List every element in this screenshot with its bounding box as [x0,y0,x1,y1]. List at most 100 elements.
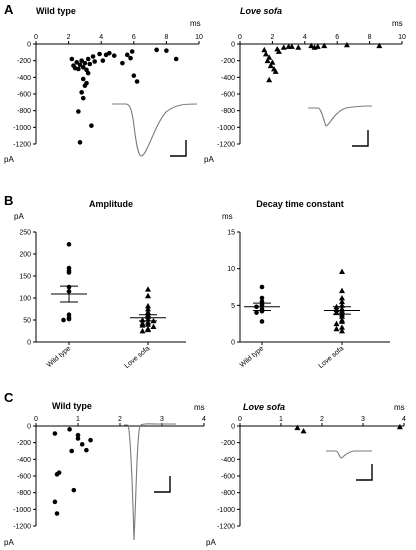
A-ls-example-trace [308,105,373,127]
A-wt-point [128,55,133,61]
C-ls-point [396,423,403,430]
A-ls-point [288,43,295,49]
A-ls-point [262,51,269,57]
C-wt-point [88,437,93,443]
C-wt-ytick-label: 0 [27,424,31,431]
A-wt-point [134,79,140,84]
B-decay-point [259,284,265,290]
A-wt-xtick-label: 0 [34,34,38,41]
C-wt-point [52,499,58,505]
A-ls-xtick-label: 2 [270,34,274,41]
A-wt-point [120,60,125,66]
A-wt-point [89,123,94,128]
C-wt-xlabel: ms [194,403,205,412]
C-wt-ytick-label: -1000 [13,507,31,514]
A-wt-xtick-label: 2 [67,34,71,41]
B-decay-point [339,298,345,305]
C-wt-ylabel: pA [4,538,14,547]
A-wt-point [84,80,89,86]
A-ls-ytick-label: -600 [221,92,235,99]
A-wt-xtick-label: 6 [132,34,136,41]
C-ls-ytick-label: -600 [221,474,235,481]
C-wt-scale-bar [154,476,171,493]
A-wt-point [173,56,179,62]
A-ls-xtick-label: 4 [303,34,307,41]
A-ls-ytick-label: -200 [221,58,235,65]
B-decay-point [339,313,345,319]
A-wt-point [76,109,81,114]
A-wt-point [80,95,86,101]
A-wt-point [124,52,130,58]
B-amp-ytick-label: 150 [19,274,31,281]
C-wt-point [75,432,81,438]
A-wt-title: Wild type [36,6,76,16]
A-wt-scale-bar [170,140,187,157]
C-wt-xtick-label: 2 [118,416,122,423]
A-wt-point [82,60,88,66]
A-ls-xtick-label: 6 [335,34,339,41]
A-wt-point [76,66,81,72]
C-wt-xtick-label: 4 [202,416,206,423]
A-wt-point [100,58,106,63]
B-decay-ytick-label: 5 [231,303,235,310]
C-ls-title: Love sofa [243,402,285,412]
A-ls-ytick-label: -400 [221,75,235,82]
C-wt-xtick-label: 3 [160,416,164,423]
A-ls-point [376,42,383,49]
C-ls-ytick-label: -200 [221,440,235,447]
A-ls-scale-bar [352,130,369,147]
A-wt-ytick-label: 0 [27,42,31,49]
A-ls-ytick-label: 0 [231,42,235,49]
A-wt-ytick-label: -600 [17,92,31,99]
C-wt-ytick-label: -400 [17,457,31,464]
A-ls-point [321,42,328,49]
C-wt-example-trace [124,423,176,541]
C-wt-ytick-label: -200 [17,440,31,447]
C-ls-ylabel: pA [206,538,216,547]
C-wt-point [52,431,58,436]
panel-label-c: C [4,390,14,405]
A-wt-point [90,54,96,59]
C-wt-point [79,442,85,447]
B-amp-ytick-label: 0 [27,340,31,347]
C-wt-point [54,511,60,516]
A-ls-point [280,44,287,50]
A-wt-point [77,62,83,68]
A-ls-point [308,42,315,49]
A-ls-point [264,57,271,64]
B-decay-ytick-label: 15 [227,230,235,237]
B-amp-point [61,317,66,323]
A-ls-point [267,62,274,69]
C-wt-point [54,472,60,477]
A-wt-point [79,90,84,95]
C-ls-point [300,428,307,434]
B-decay-point [339,324,345,330]
C-ls-xtick-label: 0 [238,416,242,423]
C-ls-xtick-label: 2 [320,416,324,423]
A-wt-point [92,59,97,64]
C-wt-xtick-label: 1 [76,416,80,423]
B-amp-ytick-label: 50 [23,318,31,325]
A-ls-xtick-label: 10 [398,34,406,41]
C-ls-xtick-label: 1 [279,416,283,423]
A-wt-point [79,58,84,63]
C-ls-point [294,424,301,431]
B-amp-category-label: Love sofa [124,345,152,370]
B-amp-title: Amplitude [89,199,133,209]
C-wt-ytick-label: -600 [17,474,31,481]
C-wt-ytick-label: -800 [17,490,31,497]
B-amp-point [145,292,151,299]
A-wt-xtick-label: 10 [195,34,203,41]
C-ls-ytick-label: -800 [221,490,235,497]
B-decay-point [259,295,265,301]
A-wt-point [129,49,135,54]
C-ls-ytick-label: -1200 [217,524,235,531]
A-wt-xtick-label: 8 [164,34,168,41]
A-wt-point [87,61,93,67]
B-amp-point [139,322,146,328]
panel-label-b: B [4,193,13,208]
C-ls-example-trace [326,450,372,459]
C-wt-point [71,487,77,493]
A-wt-xlabel: ms [190,19,201,28]
